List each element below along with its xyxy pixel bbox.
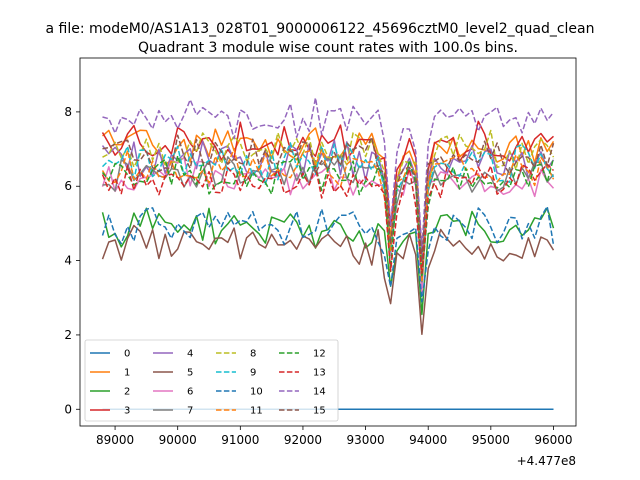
series-layer [101, 97, 555, 411]
legend-label-15: 15 [313, 406, 326, 417]
legend-label-12: 12 [313, 349, 326, 360]
series-line-13 [101, 163, 555, 275]
x-axis-offset-text: +4.477e8 [517, 454, 576, 468]
legend-label-4: 4 [187, 349, 193, 360]
legend-label-1: 1 [124, 368, 130, 379]
legend-label-0: 0 [124, 349, 130, 360]
series-line-10 [101, 205, 555, 303]
x-tick-label: 91000 [221, 433, 259, 447]
y-tick-label: 6 [64, 179, 72, 193]
x-tick-label: 90000 [159, 433, 197, 447]
x-tick-label: 96000 [534, 433, 572, 447]
y-tick-label: 8 [64, 105, 72, 119]
series-line-8 [102, 129, 555, 282]
legend-box [84, 339, 339, 422]
y-axis: 0 2 4 6 8 [64, 105, 80, 416]
x-axis: 89000 90000 91000 92000 93000 94000 95000 96000 [96, 426, 573, 447]
legend-label-11: 11 [250, 406, 263, 417]
legend-label-10: 10 [250, 387, 263, 398]
figure-suptitle: a file: modeM0/AS1A13_028T01_9000006122_… [46, 21, 595, 37]
x-tick-label: 94000 [409, 433, 447, 447]
x-tick-label: 95000 [472, 433, 510, 447]
legend-label-2: 2 [124, 387, 130, 398]
legend-label-5: 5 [187, 368, 193, 379]
x-tick-label: 89000 [96, 433, 134, 447]
series-line-15 [102, 134, 555, 263]
series-line-12 [101, 153, 555, 278]
plot-frame [79, 57, 577, 427]
series-line-2 [101, 207, 555, 316]
legend-label-8: 8 [250, 349, 256, 360]
chart-title: Quadrant 3 module wise count rates with … [138, 40, 518, 56]
y-tick-label: 0 [64, 402, 72, 416]
legend-label-3: 3 [124, 406, 130, 417]
series-line-6 [101, 156, 555, 294]
series-line-5 [101, 224, 555, 336]
series-line-7 [102, 155, 555, 283]
x-tick-label: 92000 [284, 433, 322, 447]
x-tick-label: 93000 [346, 433, 384, 447]
series-line-14 [102, 97, 555, 250]
legend-label-6: 6 [187, 387, 193, 398]
y-tick-label: 4 [64, 254, 72, 268]
y-tick-label: 2 [64, 328, 72, 342]
series-line-11 [101, 147, 555, 281]
legend-label-14: 14 [313, 387, 326, 398]
legend-label-9: 9 [250, 368, 256, 379]
legend-label-13: 13 [313, 368, 326, 379]
legend-label-7: 7 [187, 406, 193, 417]
